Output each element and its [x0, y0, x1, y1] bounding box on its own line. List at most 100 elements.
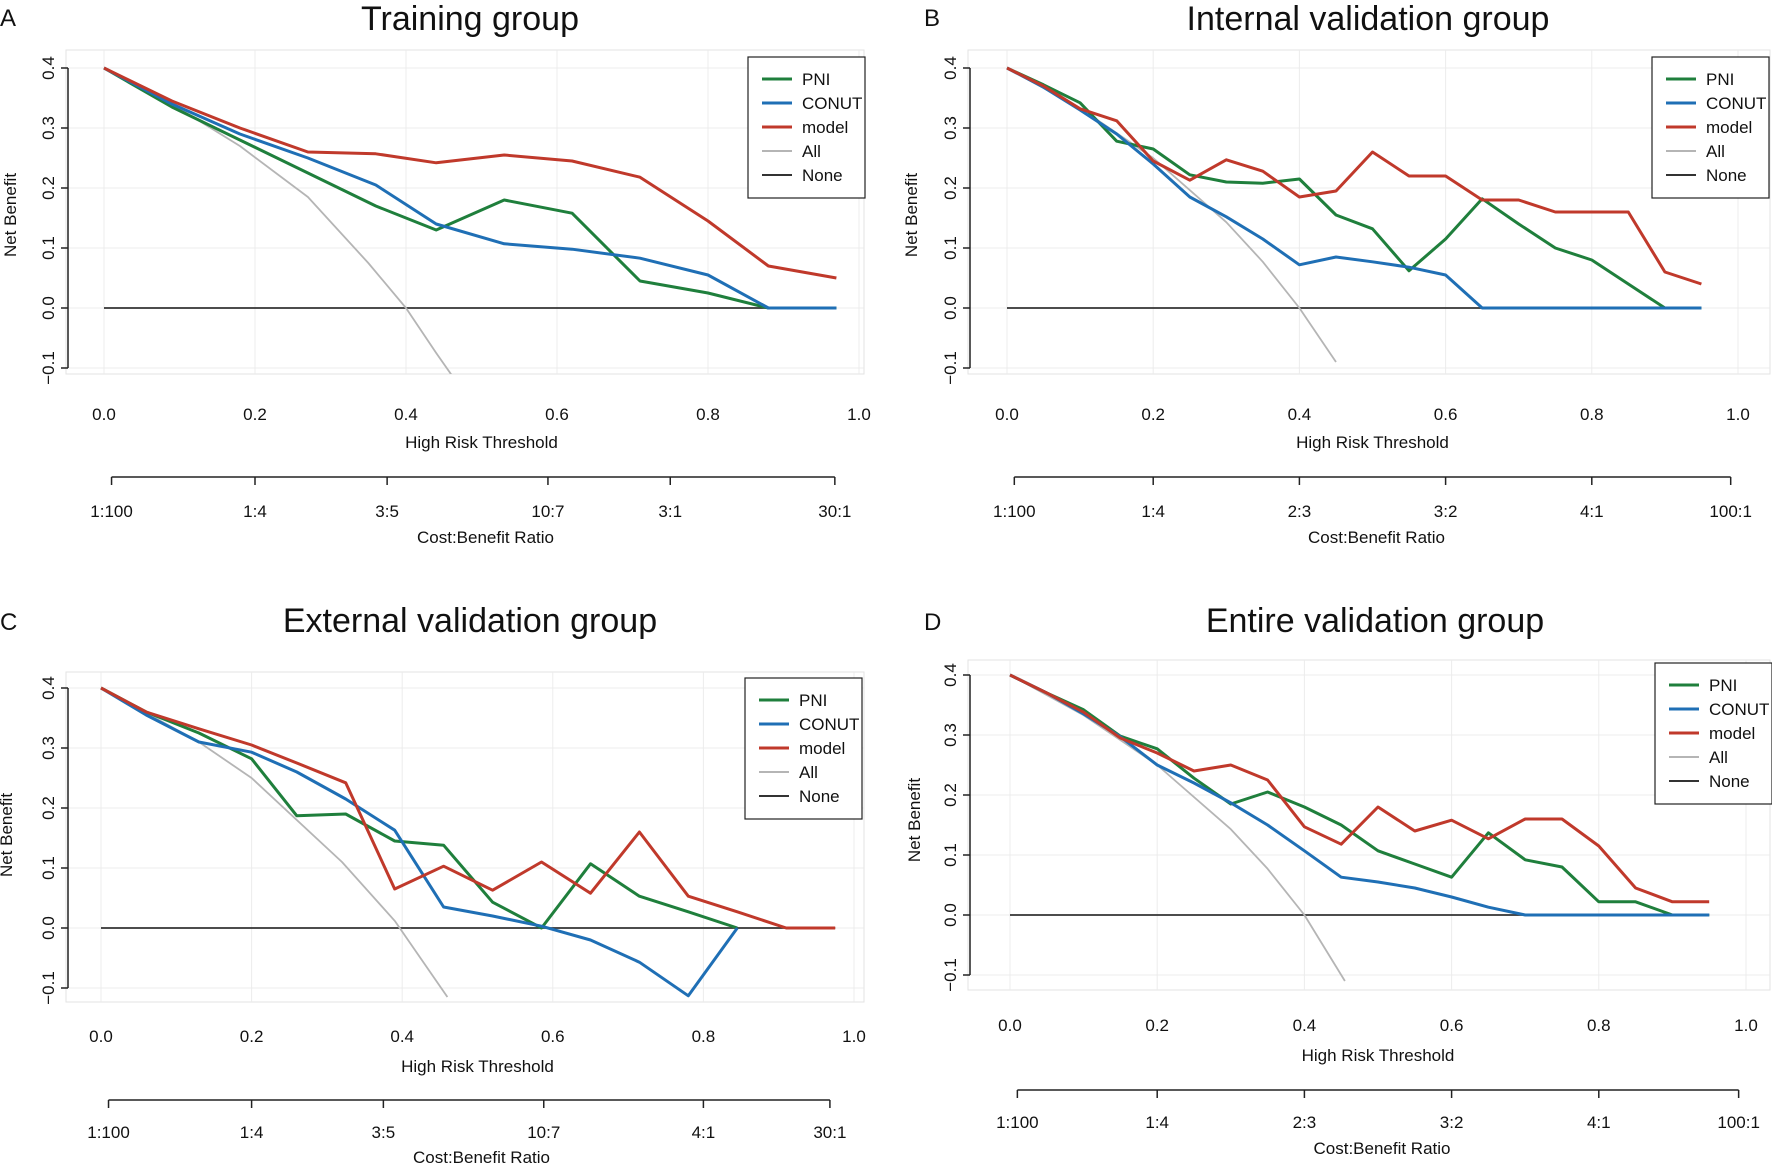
x-tick-label: 0.2 — [1145, 1016, 1169, 1035]
x-axis-title: High Risk Threshold — [401, 1057, 554, 1076]
legend-label-none: None — [802, 166, 843, 185]
y-tick-label: 0.4 — [39, 56, 58, 80]
legend-label-model: model — [802, 118, 848, 137]
y-tick-label: 0.4 — [39, 676, 58, 700]
cost-benefit-tick-label: 4:1 — [1587, 1113, 1611, 1132]
y-tick-label: 0.1 — [39, 856, 58, 880]
legend-label-conut: CONUT — [799, 715, 859, 734]
y-axis-title: Net Benefit — [902, 173, 921, 257]
series-group — [100, 686, 836, 998]
legend-label-pni: PNI — [802, 70, 830, 89]
panel-letter: B — [924, 5, 940, 32]
cost-benefit-axis-title: Cost:Benefit Ratio — [413, 1148, 550, 1167]
cost-benefit-tick-label: 1:4 — [243, 502, 267, 521]
plot-frame — [967, 49, 1771, 375]
y-tick-label: 0.4 — [941, 663, 960, 687]
legend: PNI CONUT model All None — [1654, 662, 1772, 805]
legend: PNI CONUT model All None — [1651, 56, 1770, 199]
series-line-pni — [1009, 673, 1710, 917]
cost-benefit-tick-label: 1:100 — [87, 1123, 130, 1142]
x-tick-label: 0.4 — [394, 405, 418, 424]
y-tick-label: 0.3 — [941, 116, 960, 140]
cost-benefit-tick-label: 3:5 — [375, 502, 399, 521]
cost-benefit-tick-label: 10:7 — [531, 502, 564, 521]
x-axis-title: High Risk Threshold — [1296, 433, 1449, 452]
x-tick-label: 0.8 — [1587, 1016, 1611, 1035]
legend-label-conut: CONUT — [1709, 700, 1769, 719]
cost-benefit-tick-label: 10:7 — [527, 1123, 560, 1142]
cost-benefit-tick-label: 1:4 — [1141, 502, 1165, 521]
y-tick-label: −0.1 — [941, 351, 960, 385]
series-line-model — [103, 66, 837, 280]
cost-benefit-tick-label: 1:4 — [1145, 1113, 1169, 1132]
legend-label-all: All — [1709, 748, 1728, 767]
y-tick-label: 0.2 — [39, 796, 58, 820]
legend-label-all: All — [799, 763, 818, 782]
cost-benefit-tick-label: 1:100 — [90, 502, 133, 521]
x-tick-label: 0.2 — [240, 1027, 264, 1046]
series-line-conut — [100, 686, 739, 998]
x-tick-label: 0.6 — [1434, 405, 1458, 424]
panel-letter: C — [0, 609, 17, 636]
series-line-all — [103, 67, 452, 374]
x-tick-label: 0.4 — [1288, 405, 1312, 424]
cost-benefit-tick-label: 2:3 — [1288, 502, 1312, 521]
series-line-pni — [103, 66, 837, 310]
cost-benefit-tick-label: 100:1 — [1717, 1113, 1760, 1132]
cost-benefit-axis-title: Cost:Benefit Ratio — [1313, 1139, 1450, 1158]
legend-label-model: model — [799, 739, 845, 758]
cost-benefit-tick-label: 30:1 — [813, 1123, 846, 1142]
x-tick-label: 0.6 — [1440, 1016, 1464, 1035]
x-tick-label: 0.2 — [243, 405, 267, 424]
grid — [968, 660, 1770, 990]
x-tick-label: 0.6 — [541, 1027, 565, 1046]
cost-benefit-tick-label: 2:3 — [1293, 1113, 1317, 1132]
series-line-pni — [100, 686, 738, 930]
legend-label-conut: CONUT — [802, 94, 862, 113]
series-group — [1009, 673, 1710, 982]
legend-label-model: model — [1706, 118, 1752, 137]
panel-title: Training group — [361, 0, 579, 38]
series-line-model — [100, 686, 836, 930]
plot-frame — [65, 49, 865, 375]
x-axis-title: High Risk Threshold — [1302, 1046, 1455, 1065]
panel-letter: D — [924, 609, 941, 636]
series-line-all — [1006, 67, 1337, 363]
legend-label-conut: CONUT — [1706, 94, 1766, 113]
x-tick-label: 0.8 — [692, 1027, 716, 1046]
series-line-conut — [1006, 66, 1702, 310]
y-tick-label: 0.3 — [39, 116, 58, 140]
legend-label-none: None — [1709, 772, 1750, 791]
cost-benefit-tick-label: 1:4 — [240, 1123, 264, 1142]
cost-benefit-tick-label: 1:100 — [993, 502, 1036, 521]
legend-label-pni: PNI — [799, 691, 827, 710]
plot-frame — [65, 671, 865, 1003]
series-line-model — [1009, 673, 1710, 904]
cost-benefit-axis-title: Cost:Benefit Ratio — [417, 528, 554, 547]
y-tick-label: 0.4 — [941, 56, 960, 80]
x-tick-label: 0.0 — [998, 1016, 1022, 1035]
series-group — [1006, 66, 1702, 363]
x-tick-label: 0.8 — [696, 405, 720, 424]
cost-benefit-tick-label: 3:1 — [658, 502, 682, 521]
plot-frame — [967, 659, 1771, 991]
x-tick-label: 1.0 — [847, 405, 871, 424]
x-tick-label: 1.0 — [1734, 1016, 1758, 1035]
y-tick-label: 0.0 — [941, 903, 960, 927]
cost-benefit-tick-label: 4:1 — [692, 1123, 716, 1142]
y-tick-label: 0.3 — [941, 723, 960, 747]
panel-a: A Training group −0.1 0.0 0.1 0.2 0.3 0.4 Net Be… — [0, 0, 871, 547]
y-axis-title: Net Benefit — [0, 793, 16, 877]
x-tick-label: 0.8 — [1580, 405, 1604, 424]
legend-label-none: None — [799, 787, 840, 806]
grid — [66, 672, 864, 1002]
y-tick-label: 0.2 — [941, 783, 960, 807]
y-tick-label: −0.1 — [39, 351, 58, 385]
cost-benefit-tick-label: 100:1 — [1709, 502, 1752, 521]
cost-benefit-tick-label: 4:1 — [1580, 502, 1604, 521]
x-tick-label: 1.0 — [842, 1027, 866, 1046]
x-tick-label: 0.0 — [995, 405, 1019, 424]
series-line-all — [1009, 674, 1346, 982]
